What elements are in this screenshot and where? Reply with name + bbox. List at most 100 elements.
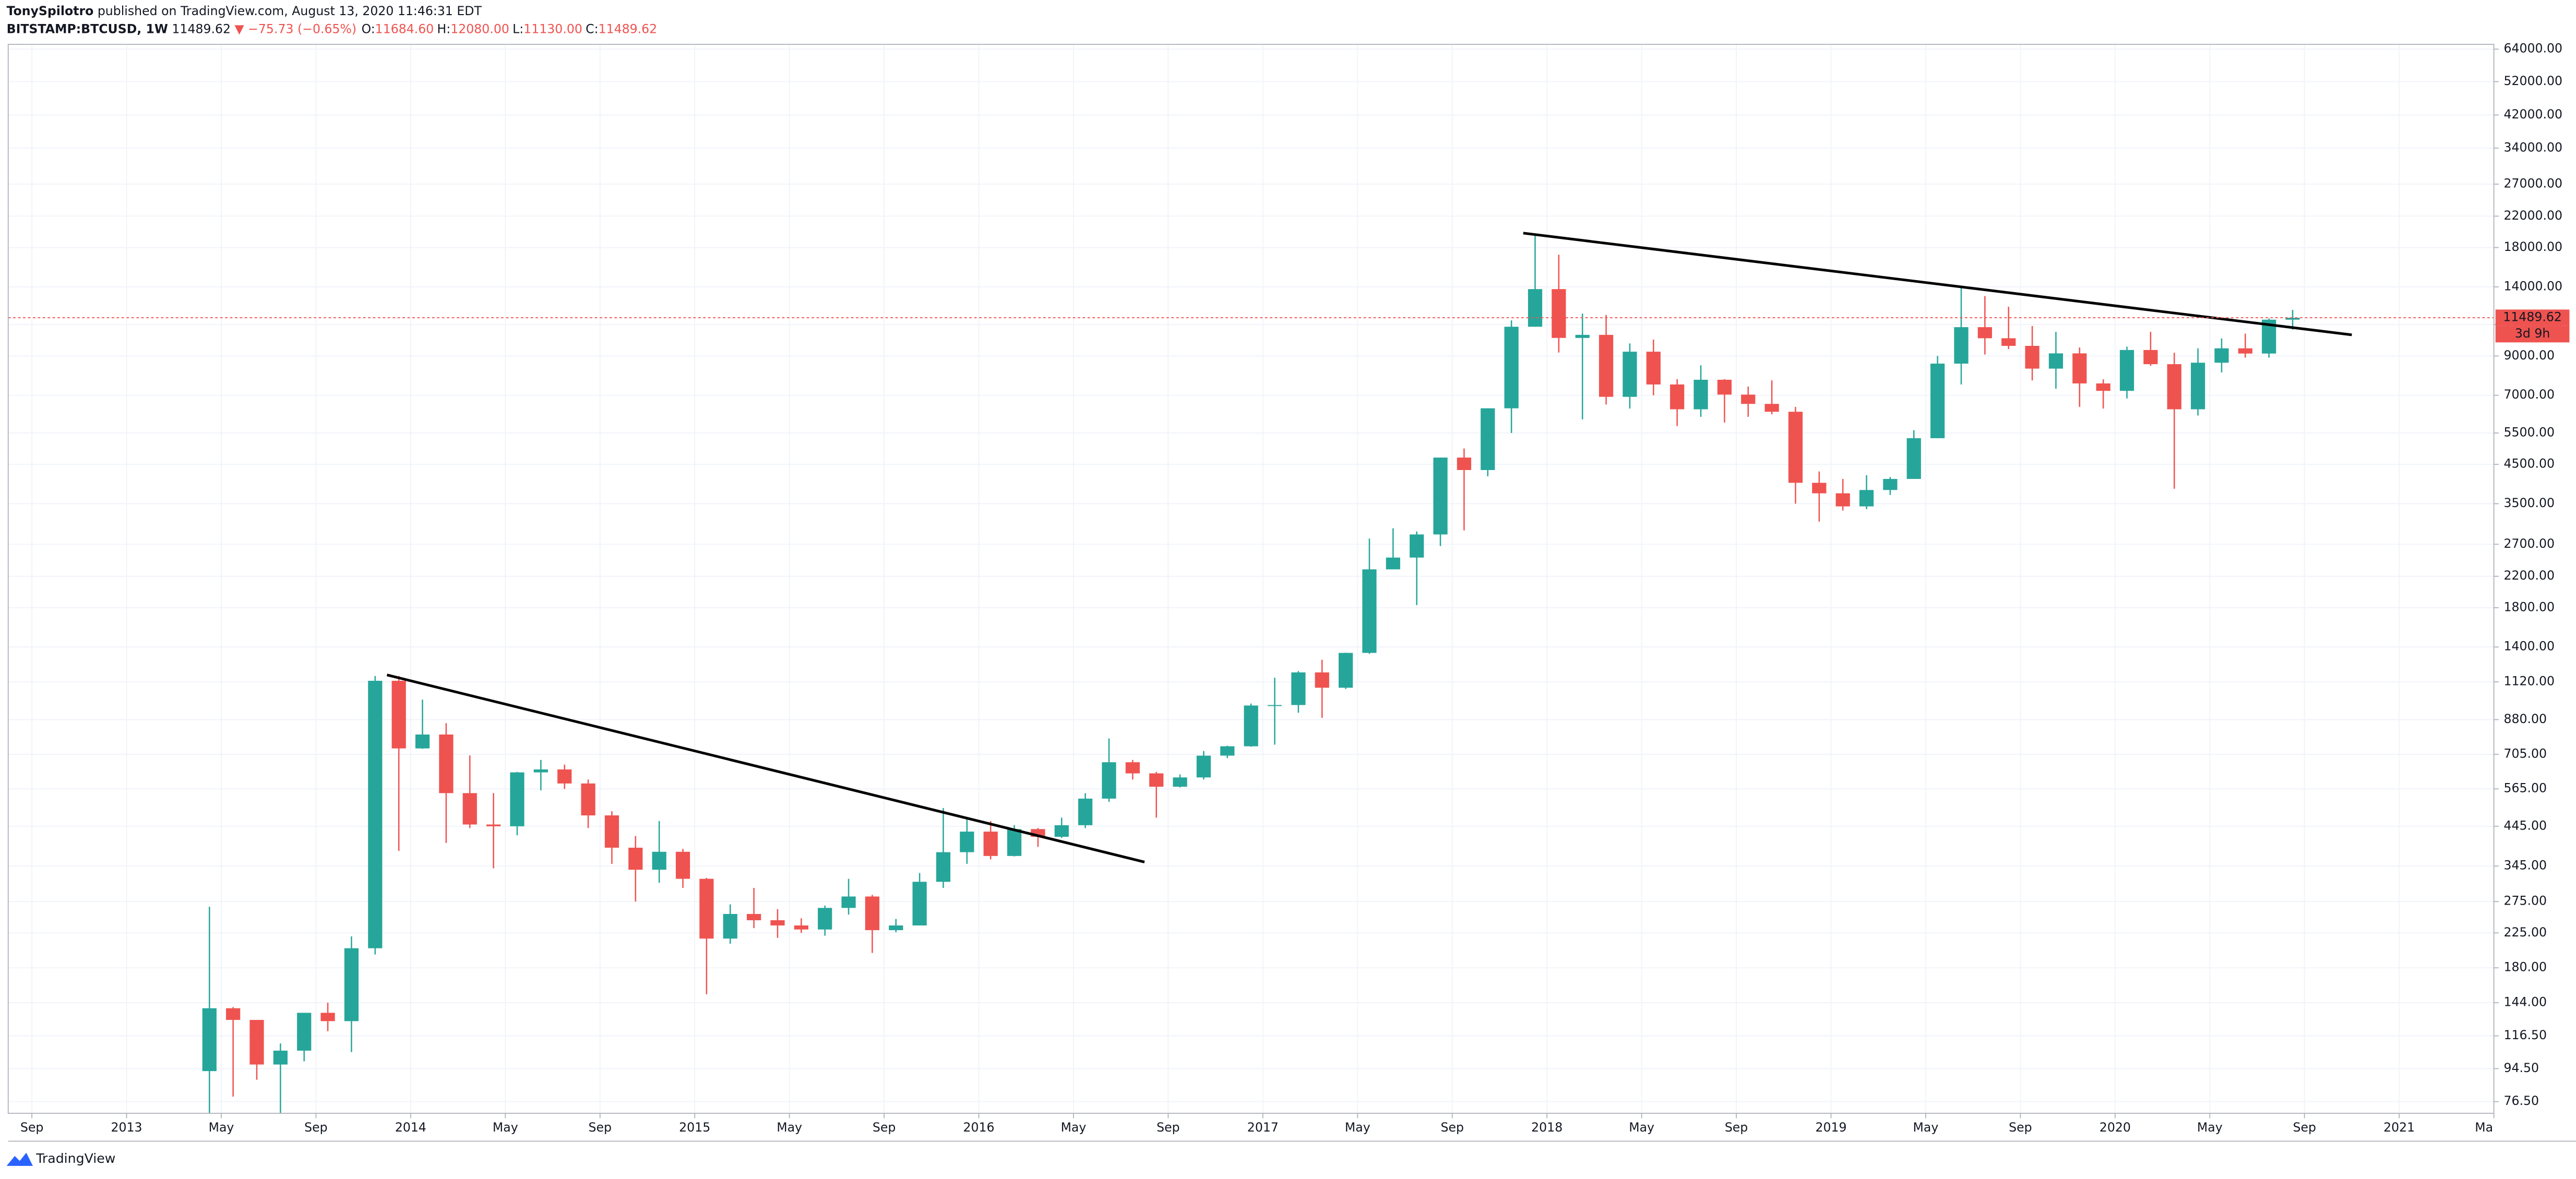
candle-body [1552,289,1566,338]
candle-body [652,851,666,870]
y-tick-label: 144.00 [2503,995,2547,1009]
candle-body [1812,483,1827,494]
candle-body [1646,352,1661,384]
y-tick-label: 445.00 [2503,818,2547,833]
candle-body [439,734,454,793]
x-tick-label: 2019 [1815,1120,1846,1135]
x-tick-label: May [1061,1120,1087,1135]
y-tick-label: 116.50 [2503,1028,2547,1042]
y-tick-label: 225.00 [2503,925,2547,940]
y-tick-label: 275.00 [2503,894,2547,908]
logo: TradingView [6,1151,115,1166]
candle-body [1835,493,1850,507]
candle-body [1267,705,1282,706]
candle-body [533,769,548,773]
candle-body [2214,348,2229,363]
candle-body [912,882,927,925]
candle-body [1173,777,1187,787]
x-tick-label: Sep [20,1120,43,1135]
candle-body [960,832,974,852]
candle-body [1977,327,1992,339]
candle-body [368,680,383,948]
x-tick-label: Sep [1156,1120,1179,1135]
candle-body [2285,318,2300,320]
y-tick-label: 76.50 [2503,1093,2539,1108]
candle-body [2096,383,2110,391]
candle-body [723,913,737,939]
candle-body [1244,705,1258,747]
candle-body [794,925,808,930]
candle-body [226,1008,241,1020]
symbol-line: BITSTAMP:BTCUSD, 1W 11489.62 ▼ −75.73 (−… [7,21,658,36]
candle-body [1930,364,1945,438]
x-tick-label: 2021 [2383,1120,2415,1135]
x-tick-label: Sep [1725,1120,1748,1135]
candle-body [1410,534,1424,558]
y-tick-label: 1400.00 [2503,639,2555,654]
last-price-label: 11489.62 [2503,310,2562,324]
ohlc-label: H: [437,21,451,36]
candle-body [1315,672,1329,688]
y-tick-label: 565.00 [2503,781,2547,796]
x-tick-label: 2018 [1531,1120,1563,1135]
x-tick-label: Sep [2009,1120,2032,1135]
ohlc-value: 12080.00 [450,21,509,36]
candle-body [2025,345,2040,369]
candle-body [2119,350,2134,391]
y-tick-label: 52000.00 [2503,74,2562,88]
plot-area [8,44,2495,1114]
candle-body [746,913,761,920]
symbol: BITSTAMP:BTCUSD, 1W [7,21,168,36]
candle-body [699,879,714,939]
y-tick-label: 1800.00 [2503,599,2555,614]
x-tick-label: May [777,1120,802,1135]
candle-body [1433,458,1448,535]
candle-body [889,925,903,931]
candle-body [2190,363,2205,410]
candle-body [2167,364,2181,410]
y-tick-label: 94.50 [2503,1061,2539,1075]
candle-body [1623,352,1637,397]
candle-body [2238,348,2252,354]
candle-body [2001,338,2016,346]
candle-body [1504,327,1519,408]
candle-body [1386,557,1400,570]
ohlc-value: 11684.60 [375,21,434,36]
y-tick-label: 18000.00 [2503,239,2562,254]
y-tick-label: 4500.00 [2503,456,2555,471]
candle-body [983,832,998,856]
candle-body [1102,762,1116,799]
candle-body [1481,408,1495,470]
x-tick-label: Ma [2475,1120,2493,1135]
candle-body [1457,458,1472,470]
candle-body [391,680,406,749]
header: TonySpilotro published on TradingView.co… [7,4,482,18]
candle-body [675,851,690,879]
candle-body [344,948,359,1021]
candle-body [1764,404,1779,412]
ohlc-value: 11489.62 [599,21,658,36]
candle-body [462,793,477,825]
candle-body [1054,825,1069,837]
y-tick-label: 64000.00 [2503,41,2562,56]
ohlc-label: C: [586,21,598,36]
candle-body [1788,412,1803,483]
y-tick-label: 34000.00 [2503,140,2562,154]
candle-body [415,734,430,749]
candle-body [1694,379,1708,410]
ohlc-value: 11130.00 [523,21,582,36]
candle-body [202,1008,217,1072]
ohlc-label: L: [512,21,523,36]
candle-body [841,896,856,908]
candle-body [273,1050,288,1065]
candle-body [510,772,524,826]
candle-body [297,1013,312,1051]
change: ▼ −75.73 (−0.65%) [235,21,357,36]
y-tick-label: 705.00 [2503,746,2547,761]
x-tick-label: Sep [2293,1120,2316,1135]
x-tick-label: May [2197,1120,2223,1135]
candle-body [320,1013,335,1021]
x-tick-label: May [1913,1120,1939,1135]
x-tick-label: 2015 [679,1120,710,1135]
